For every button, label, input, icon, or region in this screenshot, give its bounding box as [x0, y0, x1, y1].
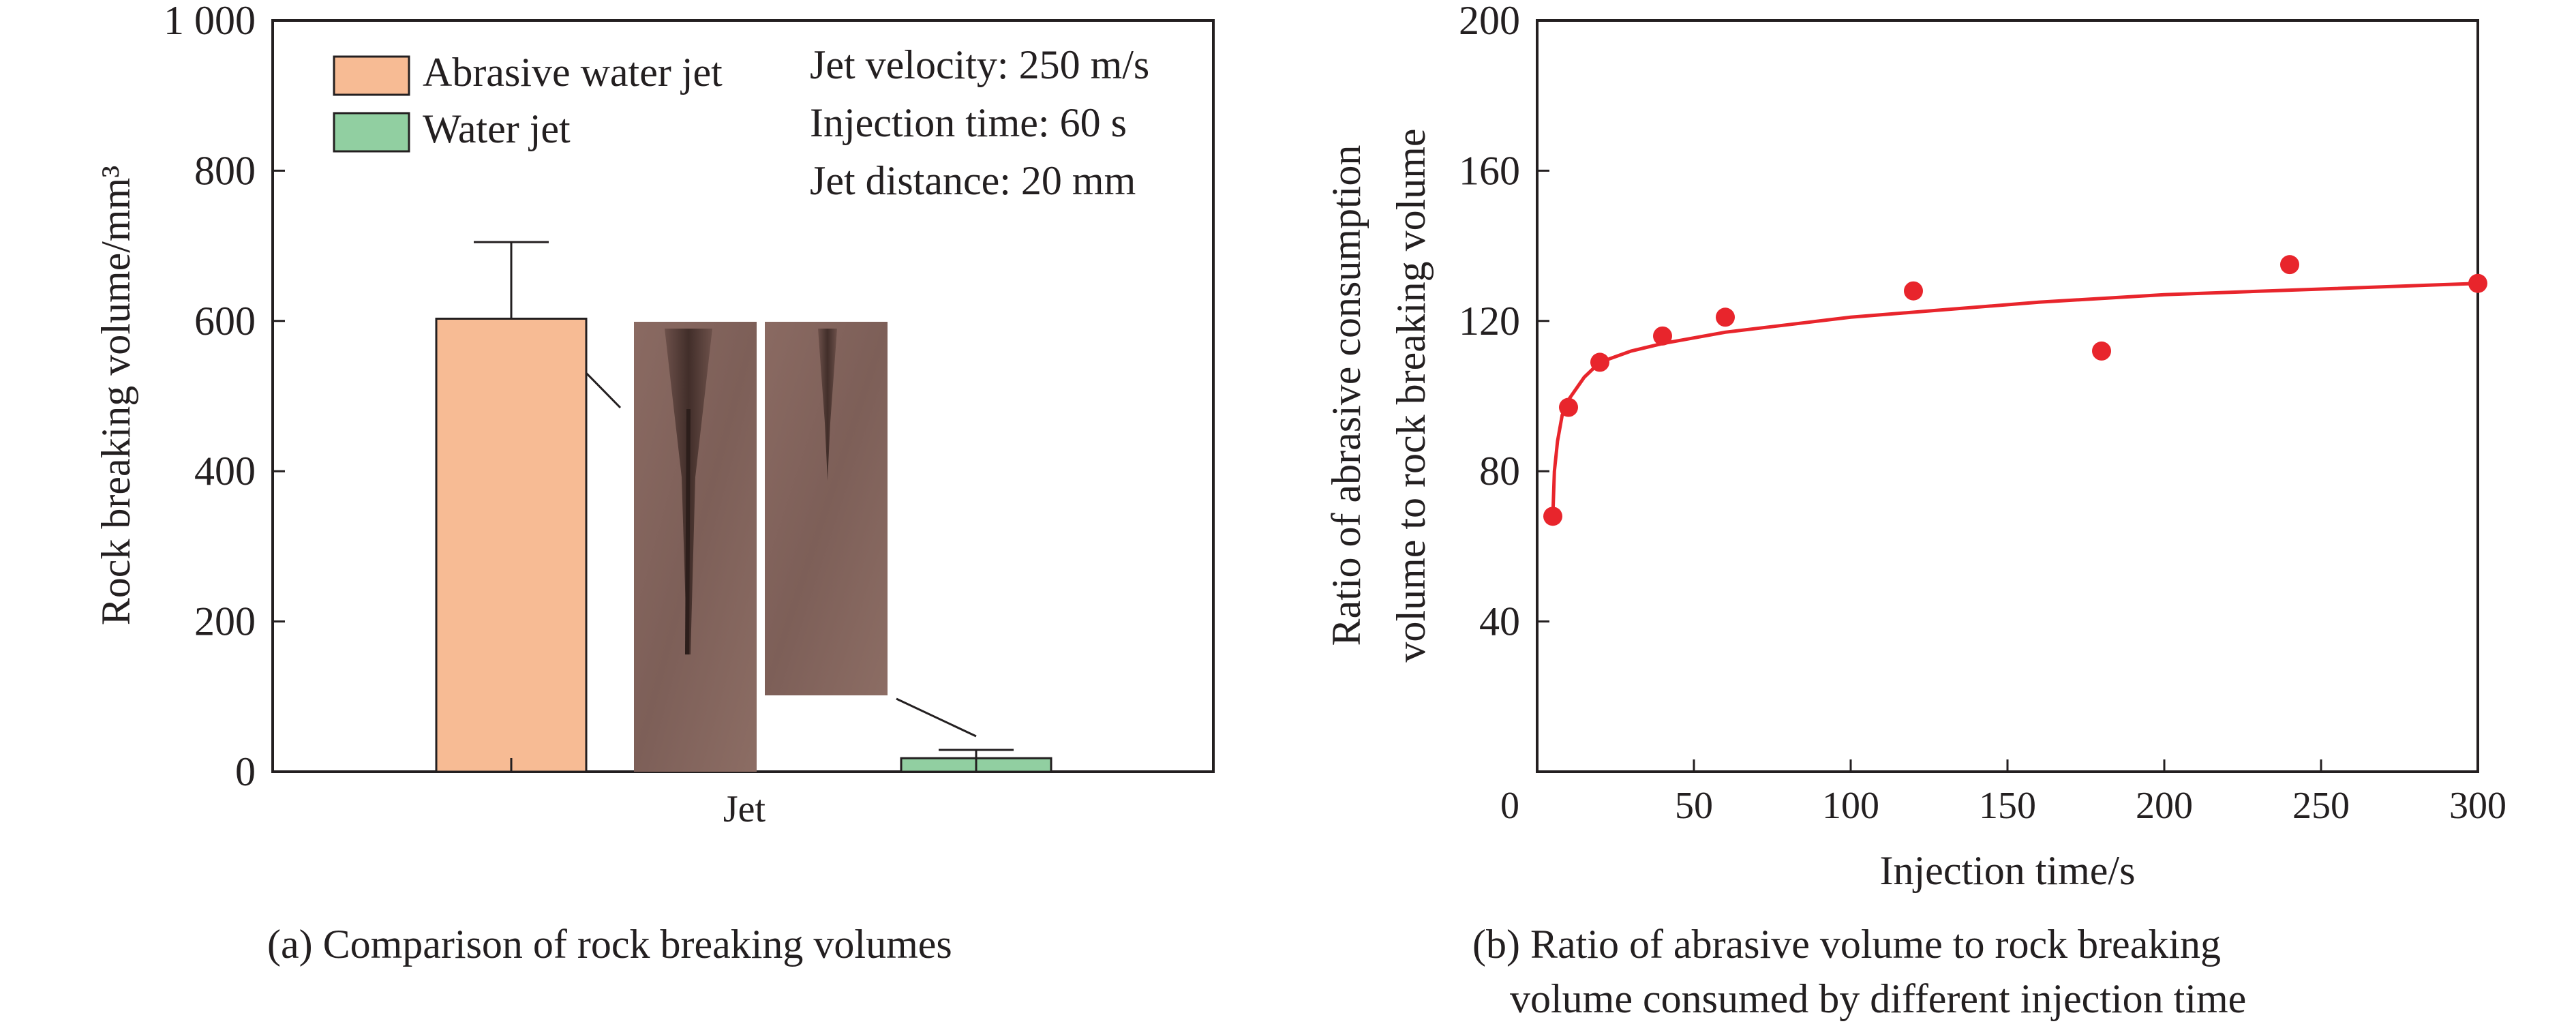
legend-label-abrasive: Abrasive water jet — [423, 50, 723, 95]
panel-b-scatter-chart: 40 80 120 160 200 50 100 150 200 250 300 0 Inject… — [1324, 0, 2506, 893]
x-tick-label-b: 300 — [2449, 785, 2506, 827]
caption-b-line2: volume consumed by different injection t… — [1510, 976, 2247, 1021]
panel-a-bar-chart: 0 200 400 600 800 1 000 Abrasive water jet Wa… — [93, 0, 1215, 830]
y-tick-label-b: 80 — [1479, 449, 1520, 494]
origin-label-b: 0 — [1500, 785, 1519, 827]
x-axis-label-b: Injection time/s — [1880, 848, 2136, 893]
rock-sample-photo-abrasive — [634, 322, 757, 772]
plot-frame-b — [1536, 19, 2479, 773]
caption-a: (a) Comparison of rock breaking volumes — [267, 922, 952, 967]
data-point — [1904, 281, 1923, 301]
y-tick-label-b: 40 — [1479, 599, 1520, 644]
x-tick-label-b: 200 — [2136, 785, 2193, 827]
data-point — [2280, 255, 2299, 275]
y-tick-label-b: 120 — [1459, 299, 1520, 344]
y-axis-label-b-line2: volume to rock breaking volume — [1389, 128, 1434, 662]
y-tick-label-b: 200 — [1459, 0, 1520, 43]
y-tick-label-b: 160 — [1459, 148, 1520, 193]
legend-a: Abrasive water jet Water jet — [333, 50, 723, 153]
y-tick-label-a: 800 — [194, 148, 256, 193]
y-tick-label-a: 400 — [194, 449, 256, 494]
y-axis-label-b-line1: Ratio of abrasive consumption — [1324, 145, 1369, 646]
leader-line-water — [896, 697, 977, 738]
legend-swatch-abrasive — [333, 55, 410, 96]
x-tick-label-b: 100 — [1822, 785, 1879, 827]
x-tick-label-b: 50 — [1675, 785, 1713, 827]
data-point — [1590, 352, 1609, 372]
y-axis-label-a: Rock breaking volume/mm³ — [93, 166, 138, 626]
annotation-injection-time: Injection time: 60 s — [810, 100, 1127, 145]
data-point — [2468, 273, 2487, 293]
fit-curve — [1551, 282, 2479, 517]
annotation-velocity: Jet velocity: 250 m/s — [810, 42, 1149, 87]
data-point — [1559, 397, 1578, 417]
data-point — [1543, 507, 1562, 526]
y-axis-a: 0 200 400 600 800 1 000 — [164, 0, 746, 794]
data-point — [2092, 341, 2111, 361]
data-point — [1716, 307, 1735, 327]
y-tick-label-a: 600 — [194, 299, 256, 344]
caption-b-line1: (b) Ratio of abrasive volume to rock bre… — [1472, 922, 2221, 967]
data-point — [1653, 326, 1672, 346]
legend-swatch-water — [333, 112, 410, 153]
bars-a — [435, 241, 1052, 773]
x-tick-label-b: 250 — [2292, 785, 2350, 827]
x-tick-label-b: 150 — [1979, 785, 2036, 827]
rock-sample-photo-water — [765, 322, 888, 695]
x-axis-label-a: Jet — [723, 788, 766, 830]
bar-abrasive-water-jet — [435, 317, 588, 773]
annotation-jet-distance: Jet distance: 20 mm — [810, 158, 1136, 203]
y-axis-b: 40 80 120 160 200 — [1459, 0, 1549, 644]
y-tick-label-a: 0 — [235, 749, 256, 794]
legend-label-water: Water jet — [423, 106, 571, 151]
data-points-b — [1543, 255, 2487, 526]
y-tick-label-a: 1 000 — [164, 0, 256, 43]
y-tick-label-a: 200 — [194, 599, 256, 644]
x-axis-b: 50 100 150 200 250 300 — [1675, 759, 2506, 827]
